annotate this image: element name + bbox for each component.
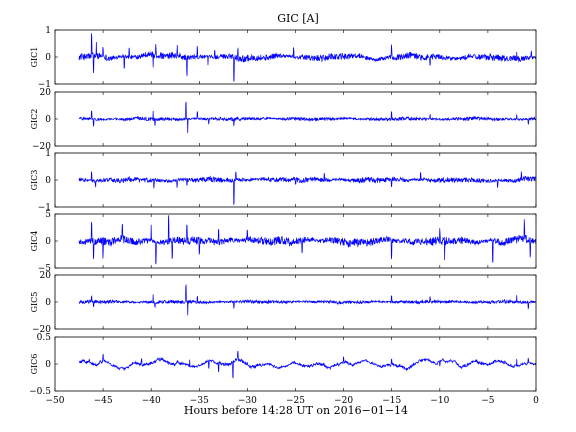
x-tick-label: −50 — [46, 396, 65, 406]
y-tick-label: −0.5 — [29, 387, 51, 397]
x-axis-label: Hours before 14:28 UT on 2016−01−14 — [184, 404, 408, 417]
y-tick-label: −20 — [32, 325, 51, 335]
y-axis-label: GIC4 — [30, 231, 39, 252]
x-tick-label: −25 — [286, 396, 305, 406]
y-tick-label: 0 — [45, 237, 51, 247]
y-axis-label: GIC3 — [30, 170, 39, 191]
x-axis-ticks: −50 −45 −40 −35 −30 −25 −20 −15 −10 −5 0 — [46, 396, 540, 406]
x-tick-label: −35 — [190, 396, 209, 406]
y-axis-label: GIC5 — [30, 292, 39, 313]
y-tick-label: −1 — [38, 80, 51, 90]
y-tick-label: 0 — [45, 298, 51, 308]
x-tick-label: −45 — [94, 396, 113, 406]
y-tick-label: 1 — [45, 149, 51, 159]
panel-4: −5 0 5 GIC4 — [30, 210, 537, 274]
y-tick-label: 0 — [45, 360, 51, 370]
panels: −1 0 1 GIC1 −20 0 20 GIC2 −1 0 1 GIC3 −5 0 5 GIC4 −20 0 20… — [29, 26, 537, 397]
panel-6: −0.5 0 0.5 GIC6 — [29, 333, 537, 397]
series-line-GIC6 — [78, 350, 536, 379]
y-tick-label: −1 — [38, 203, 51, 213]
y-tick-label: 0 — [45, 115, 51, 125]
y-tick-label: 20 — [40, 88, 52, 98]
x-tick-label: −30 — [238, 396, 257, 406]
y-tick-label: −20 — [32, 142, 51, 152]
y-tick-label: 1 — [45, 26, 51, 36]
y-axis-label: GIC2 — [30, 109, 39, 130]
series-line-GIC4 — [78, 215, 536, 265]
y-tick-label: 5 — [45, 210, 51, 220]
panel-5: −20 0 20 GIC5 — [30, 271, 537, 335]
x-tick-label: −40 — [142, 396, 161, 406]
panel-3: −1 0 1 GIC3 — [30, 149, 537, 213]
y-tick-label: 0.5 — [37, 333, 52, 343]
x-tick-label: −20 — [334, 396, 353, 406]
y-axis-label: GIC6 — [30, 354, 39, 375]
series-line-GIC5 — [78, 284, 536, 316]
series-line-GIC1 — [78, 33, 536, 82]
y-tick-label: 0 — [45, 53, 51, 63]
x-tick-label: −10 — [430, 396, 449, 406]
x-tick-label: −15 — [382, 396, 401, 406]
series-line-GIC2 — [78, 101, 536, 134]
y-tick-label: 20 — [40, 271, 52, 281]
y-tick-label: −5 — [38, 264, 52, 274]
x-tick-label: −5 — [481, 396, 495, 406]
panel-2: −20 0 20 GIC2 — [30, 88, 537, 152]
y-axis-label: GIC1 — [30, 47, 39, 68]
x-tick-label: 0 — [533, 396, 539, 406]
series-line-GIC3 — [78, 171, 536, 205]
chart-title: GIC [A] — [277, 12, 319, 25]
y-tick-label: 0 — [45, 176, 51, 186]
panel-1: −1 0 1 GIC1 — [30, 26, 537, 90]
